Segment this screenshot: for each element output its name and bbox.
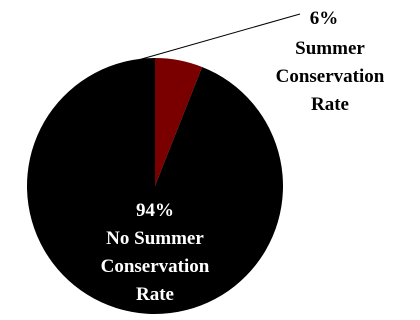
pie-slice-1 — [27, 58, 284, 314]
slice-1-percent: 94% — [136, 200, 174, 221]
slice-1-label-line-1: No Summer — [106, 228, 204, 249]
leader-line — [109, 13, 301, 69]
pie-slice-0 — [155, 58, 203, 186]
slice-label-summer-conservation: 6% Summer Conservation Rate — [276, 8, 385, 115]
slice-0-label-line-1: Summer — [295, 38, 365, 59]
pie-slices — [27, 58, 284, 314]
slice-0-label-line-3: Rate — [311, 94, 349, 115]
slice-0-label-line-2: Conservation — [276, 66, 385, 87]
slice-1-label-line-3: Rate — [136, 284, 174, 305]
slice-0-percent: 6% — [310, 8, 339, 29]
slice-label-no-summer-conservation: 94% No Summer Conservation Rate — [101, 200, 210, 305]
slice-1-label-line-2: Conservation — [101, 256, 210, 277]
